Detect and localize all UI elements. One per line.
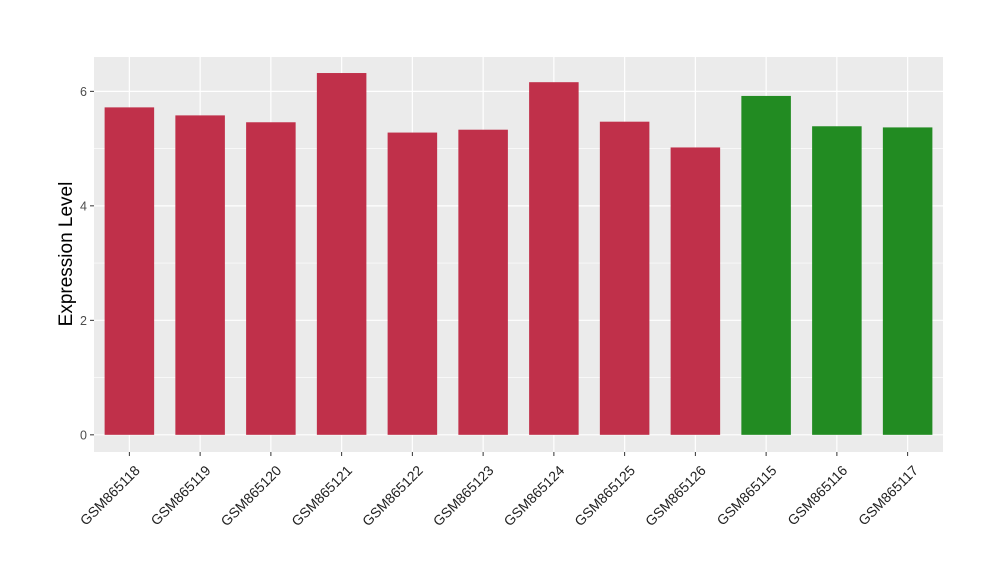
bar xyxy=(316,73,367,435)
bar xyxy=(882,127,933,435)
x-tick-label: GSM865122 xyxy=(359,462,426,529)
x-tick-label: GSM865124 xyxy=(500,462,567,529)
x-tick-label: GSM865117 xyxy=(855,462,921,528)
bar xyxy=(458,129,508,435)
bar xyxy=(175,115,225,435)
y-axis: 0 2 4 6 xyxy=(80,85,94,442)
bar xyxy=(812,126,862,435)
x-tick-label: GSM865123 xyxy=(430,462,497,529)
bar xyxy=(387,132,438,435)
y-tick-label: 6 xyxy=(80,85,87,99)
x-tick-label: GSM865120 xyxy=(217,462,284,529)
x-tick-label: GSM865118 xyxy=(77,462,143,528)
bar xyxy=(599,121,650,435)
y-tick-label: 2 xyxy=(80,314,87,328)
y-tick-label: 4 xyxy=(80,199,87,213)
bar xyxy=(104,107,155,435)
x-tick-label: GSM865116 xyxy=(784,462,850,528)
x-tick-label: GSM865115 xyxy=(713,462,779,528)
x-tick-label: GSM865126 xyxy=(642,462,709,529)
y-axis-label: Expression Level xyxy=(56,182,77,327)
plot-panel xyxy=(94,57,943,452)
bar xyxy=(670,147,721,435)
grid-minor xyxy=(94,148,943,378)
x-tick-label: GSM865119 xyxy=(147,462,213,528)
x-tick-label: GSM865121 xyxy=(288,462,355,529)
x-axis: GSM865118 GSM865119 GSM865120 GSM865121 GSM8… xyxy=(77,452,921,529)
bars xyxy=(104,73,933,435)
x-tick-label: GSM865125 xyxy=(571,462,638,529)
bar xyxy=(529,82,579,435)
y-tick-label: 0 xyxy=(80,428,87,442)
bar xyxy=(741,95,791,435)
bar xyxy=(246,122,296,435)
